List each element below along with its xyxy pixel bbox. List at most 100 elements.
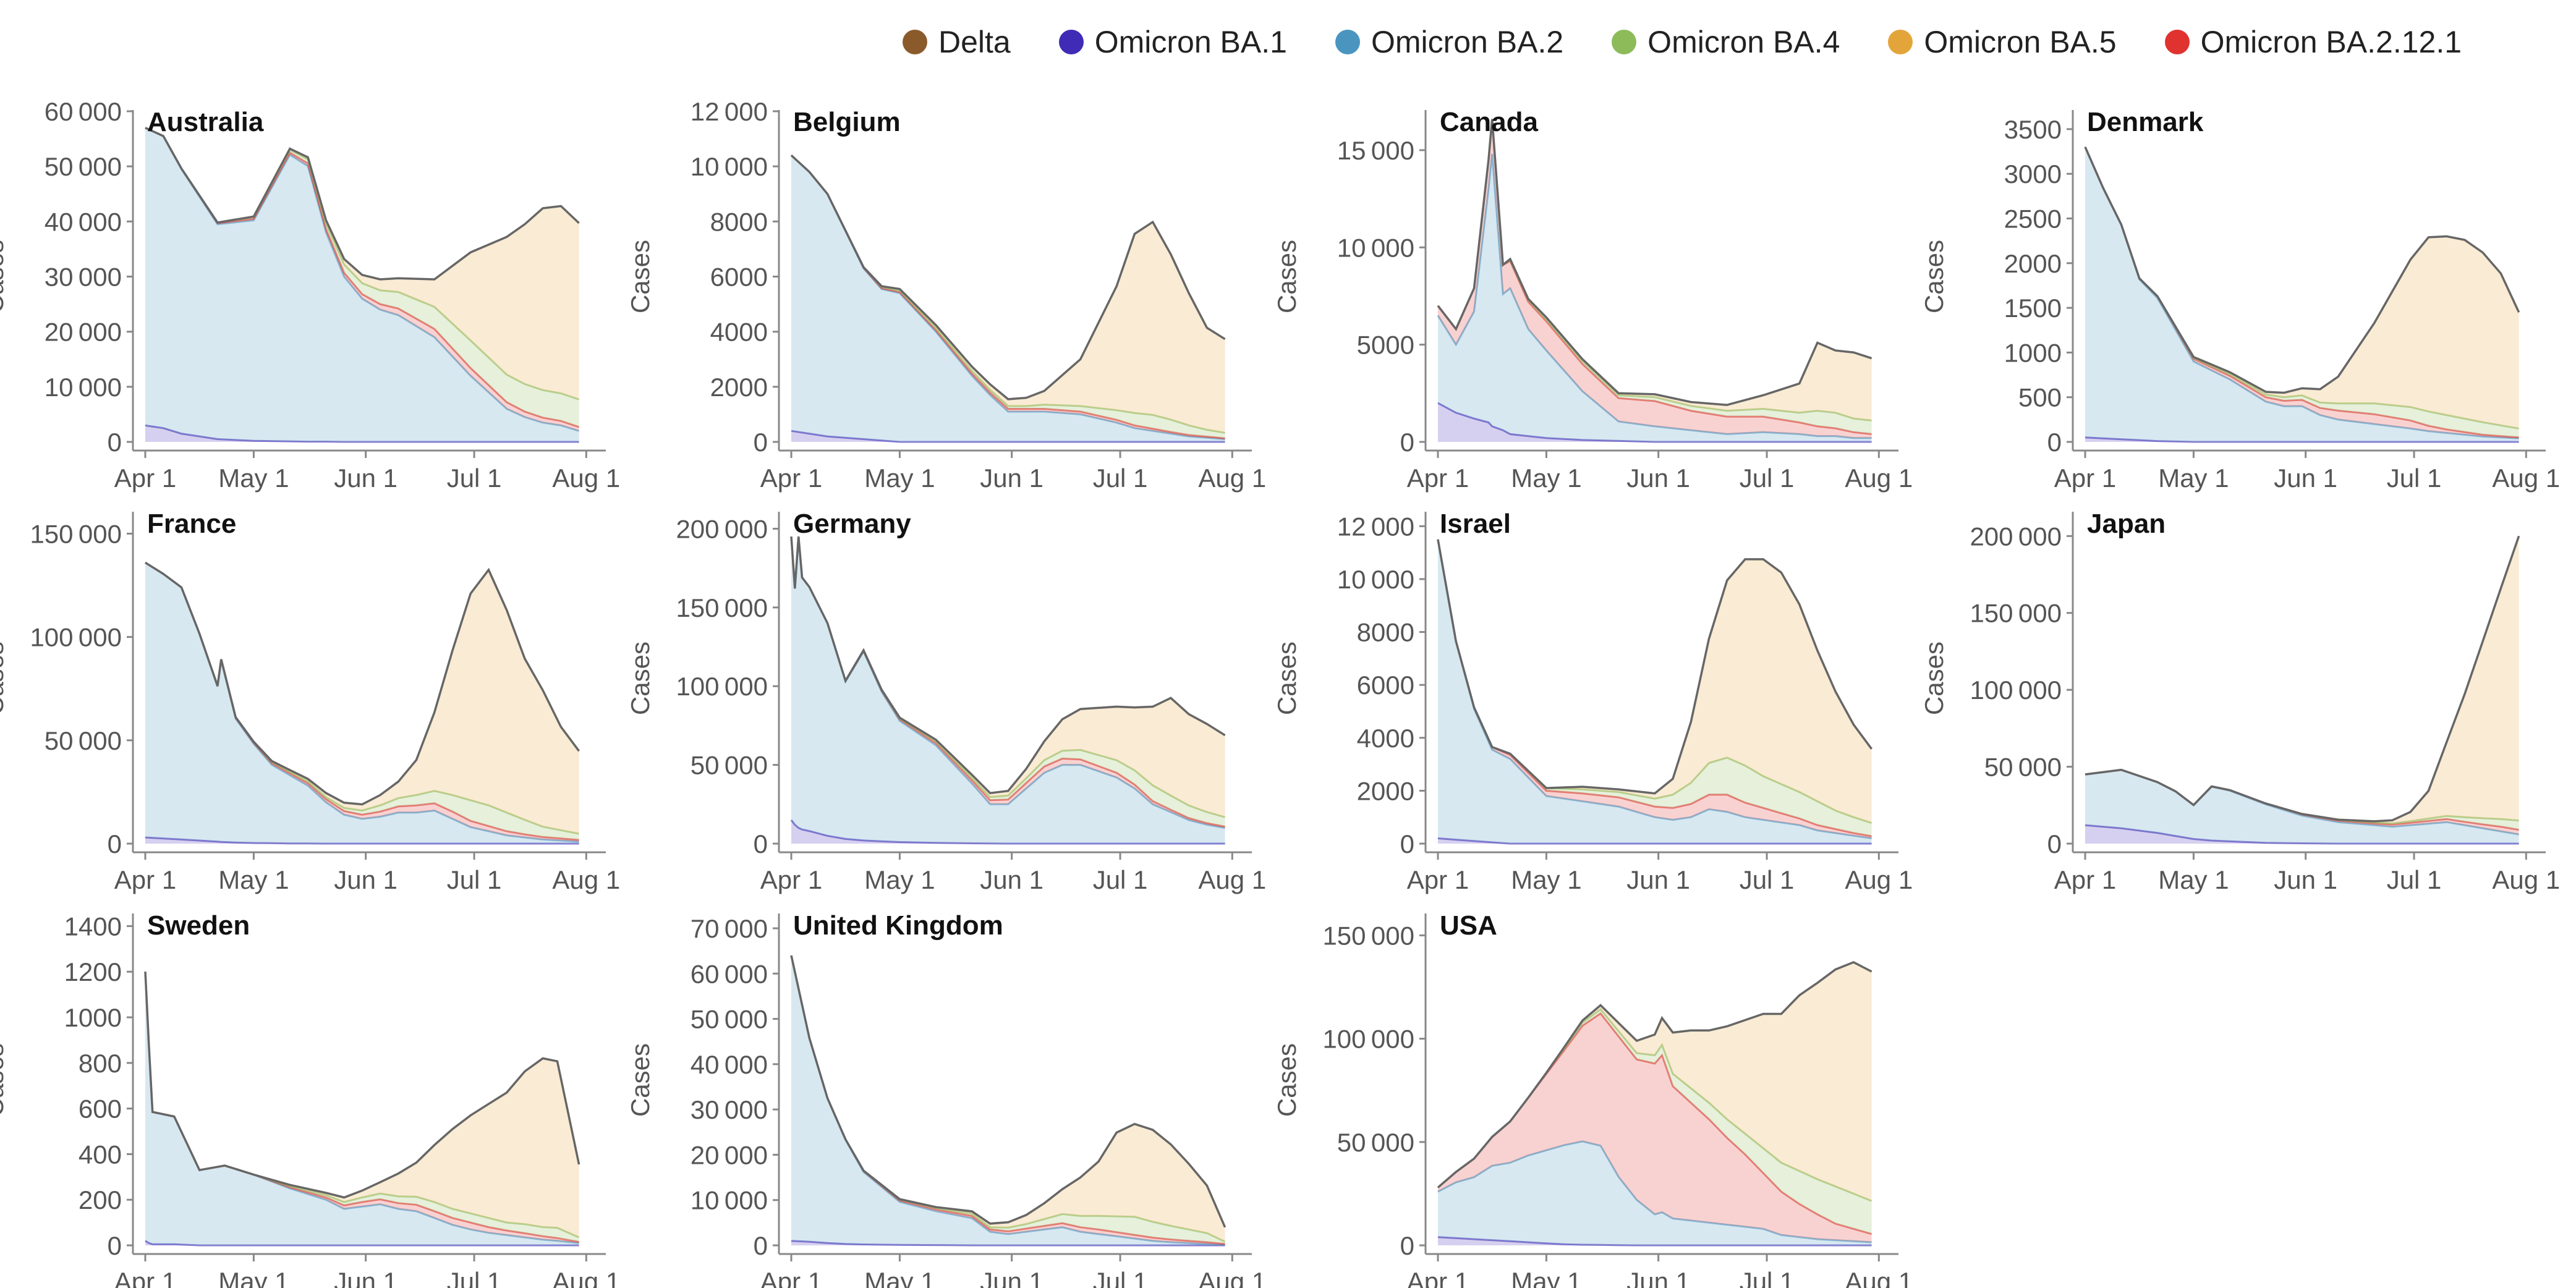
y-axis-label-france: Cases	[0, 642, 9, 715]
chart-title-canada: Canada	[1440, 107, 1538, 137]
legend-label-omicron-ba2121: Omicron BA.2.12.1	[2200, 25, 2462, 59]
x-tick-label: Jun 1	[980, 865, 1044, 894]
y-tick-label: 1000	[64, 1003, 122, 1032]
y-tick-label: 60 000	[691, 959, 768, 988]
y-tick-label: 100 000	[1970, 676, 2062, 705]
x-tick-label: Jul 1	[1740, 1267, 1795, 1288]
legend-item-delta: Delta	[903, 24, 1011, 60]
total-line-israel	[1437, 539, 1873, 795]
y-tick-label: 8000	[1357, 618, 1414, 647]
legend-swatch-omicron-ba4	[1612, 30, 1637, 54]
area-usa-omicron-ba-5	[1438, 962, 1872, 1201]
x-tick-label: May 1	[1511, 865, 1581, 894]
chart-title-belgium: Belgium	[793, 107, 901, 137]
total-line-usa	[1437, 960, 1872, 1188]
area-france-omicron-ba-2	[145, 562, 579, 844]
y-tick-label: 4000	[1357, 724, 1414, 753]
y-tick-label: 150 000	[30, 519, 122, 548]
y-tick-label: 0	[108, 1231, 122, 1260]
area-united-kingdom-omicron-ba-5	[791, 955, 1225, 1242]
y-tick-label: 10 000	[45, 373, 122, 402]
total-line-france	[145, 561, 580, 806]
legend-swatch-omicron-ba1	[1058, 30, 1084, 54]
panel-canada: 0 5000 10 000 15 000 Apr 1 May 1 Jun 1 Jul 1 Aug…	[1272, 107, 1913, 493]
x-tick-label: Aug 1	[2492, 464, 2560, 493]
chart-title-australia: Australia	[147, 107, 264, 137]
panel-sweden: 0 200 400 600 800 1000 1200 1400 Apr 1 May 1 Jun 1…	[0, 910, 620, 1288]
area-israel-omicron-ba-2	[1438, 539, 1872, 844]
x-tick-label: May 1	[218, 865, 289, 894]
chart-title-denmark: Denmark	[2087, 107, 2204, 137]
x-tick-label: Jun 1	[980, 464, 1044, 493]
panel-united-kingdom: 0 10 000 20 000 30 000 40 000 50 000 60 000 70 …	[626, 910, 1266, 1288]
total-line-germany	[790, 536, 1226, 795]
area-denmark-omicron-ba-2	[2085, 146, 2519, 443]
y-tick-label: 3000	[2004, 159, 2062, 189]
panel-japan: 0 50 000 100 000 150 000 200 000 Apr 1 May 1 Ju…	[1919, 509, 2560, 894]
x-tick-label: Aug 1	[552, 464, 620, 493]
x-tick-label: Apr 1	[114, 464, 176, 493]
total-line-belgium	[790, 155, 1226, 400]
y-tick-label: 12 000	[1337, 512, 1414, 541]
y-tick-label: 20 000	[691, 1140, 768, 1169]
chart-title-japan: Japan	[2087, 509, 2166, 539]
line-australia-omicron-ba-2	[145, 127, 580, 432]
x-tick-label: May 1	[864, 1267, 935, 1288]
x-tick-label: Jun 1	[980, 1267, 1044, 1288]
area-australia-omicron-ba-4	[145, 127, 579, 427]
y-axis-label-denmark: Cases	[1919, 240, 1949, 313]
chart-title-united-kingdom: United Kingdom	[793, 910, 1003, 941]
total-line-japan	[2085, 535, 2520, 823]
x-tick-label: Jun 1	[1626, 1267, 1690, 1288]
x-tick-label: May 1	[2158, 464, 2229, 493]
x-tick-label: Apr 1	[760, 464, 822, 493]
area-france-omicron-ba-1	[145, 837, 579, 844]
y-tick-label: 200 000	[676, 514, 768, 543]
y-tick-label: 50 000	[691, 1005, 768, 1034]
x-tick-label: May 1	[1511, 464, 1581, 493]
area-germany-omicron-ba-5	[791, 536, 1225, 818]
y-axis-label-israel: Cases	[1272, 642, 1301, 715]
x-tick-label: May 1	[864, 865, 935, 894]
legend-swatch-omicron-ba5	[1888, 30, 1913, 54]
panel-israel: 0 2000 4000 6000 8000 10 000 12 000 Apr 1 May 1 J…	[1272, 509, 1913, 894]
x-tick-label: Apr 1	[114, 865, 176, 894]
y-axis-label-sweden: Cases	[0, 1043, 9, 1117]
y-tick-label: 1500	[2004, 294, 2062, 323]
x-tick-label: Jun 1	[1626, 464, 1690, 493]
x-tick-label: Apr 1	[1407, 865, 1469, 894]
y-tick-label: 60 000	[45, 97, 122, 126]
area-australia-omicron-ba-2	[145, 127, 579, 443]
area-israel-omicron-ba-5	[1438, 539, 1872, 823]
y-tick-label: 2000	[710, 373, 768, 402]
x-tick-label: Aug 1	[2492, 865, 2560, 894]
y-tick-label: 10 000	[691, 152, 768, 181]
y-tick-label: 50 000	[45, 152, 122, 181]
x-tick-label: Apr 1	[2054, 464, 2116, 493]
area-canada-omicron-ba-5	[1438, 119, 1872, 421]
x-tick-label: Aug 1	[1845, 464, 1913, 493]
y-tick-label: 150 000	[1970, 599, 2062, 628]
legend-label-omicron-ba5: Omicron BA.5	[1924, 25, 2117, 59]
x-tick-label: Jun 1	[1626, 865, 1690, 894]
x-tick-label: Jun 1	[2274, 865, 2337, 894]
x-tick-label: Jul 1	[447, 464, 502, 493]
y-tick-label: 6000	[710, 263, 768, 292]
legend-label-delta: Delta	[938, 25, 1011, 59]
x-tick-label: May 1	[218, 464, 289, 493]
area-canada-omicron-ba-1	[1438, 403, 1872, 442]
chart-title-france: France	[147, 509, 236, 539]
y-axis-label-germany: Cases	[626, 642, 655, 715]
line-canada-omicron-ba-1	[1437, 402, 1872, 443]
legend-label-omicron-ba1: Omicron BA.1	[1094, 25, 1287, 59]
legend-swatch-delta	[903, 30, 927, 54]
y-tick-label: 150 000	[676, 593, 768, 622]
y-tick-label: 70 000	[691, 914, 768, 943]
panel-france: 0 50 000 100 000 150 000 Apr 1 May 1 Jun 1 Jul …	[0, 509, 620, 894]
y-tick-label: 0	[1400, 428, 1414, 457]
line-australia-omicron-ba-1	[145, 424, 579, 443]
y-tick-label: 0	[1400, 1231, 1414, 1260]
x-tick-label: May 1	[864, 464, 935, 493]
